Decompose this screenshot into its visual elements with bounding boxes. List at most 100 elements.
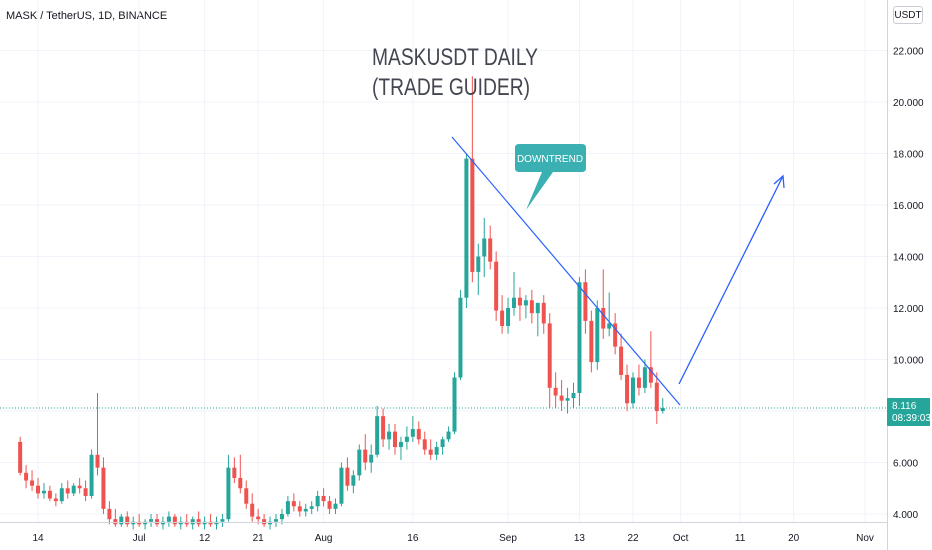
candle-body — [149, 519, 154, 522]
candle — [517, 287, 522, 321]
candle — [619, 333, 624, 381]
candle-body — [190, 519, 195, 525]
candle-body — [470, 158, 475, 272]
downtrend-line[interactable] — [451, 136, 681, 406]
candle — [101, 457, 106, 514]
candle — [208, 514, 213, 527]
candle — [119, 514, 124, 527]
candle — [315, 490, 320, 512]
candle-body — [464, 158, 469, 298]
candle — [24, 465, 29, 489]
candle — [59, 483, 64, 504]
title-line-2: (TRADE GUIDER) — [372, 74, 530, 101]
candle — [297, 501, 302, 517]
candle-body — [589, 320, 594, 363]
candle-body — [601, 308, 606, 329]
x-tick-label: 11 — [735, 533, 746, 544]
candle — [232, 457, 237, 484]
candle-body — [512, 297, 516, 308]
candle-body — [285, 501, 290, 514]
candle-body — [363, 449, 368, 463]
y-tick-label: 6.000 — [893, 459, 918, 470]
y-tick-label: 12.000 — [893, 304, 924, 315]
candle-body — [297, 506, 302, 512]
candle — [589, 310, 594, 373]
candle-body — [422, 439, 427, 450]
grid — [0, 0, 887, 522]
candle-body — [309, 506, 314, 509]
candle-body — [208, 521, 213, 525]
candle-body — [393, 431, 397, 448]
candle-body — [535, 302, 540, 314]
candle — [149, 514, 154, 527]
candle — [571, 382, 576, 409]
projection-arrow[interactable] — [678, 175, 784, 385]
candle — [107, 501, 112, 525]
candle — [482, 217, 487, 278]
x-tick-label: Oct — [673, 533, 689, 544]
drawings: DOWNTREND MASKUSDT DAILY (TRADE GUIDER) — [372, 44, 785, 406]
candle — [375, 405, 380, 458]
candle — [512, 271, 516, 316]
candle-body — [381, 416, 386, 440]
candle-body — [36, 485, 40, 494]
candle-body — [375, 416, 380, 455]
candle — [458, 289, 463, 381]
candle-body — [83, 488, 88, 496]
candle — [89, 449, 94, 499]
candle — [279, 508, 284, 525]
candle — [30, 470, 35, 491]
candle-body — [178, 521, 183, 525]
candle-body — [523, 300, 528, 306]
candle — [464, 153, 469, 308]
candle — [53, 493, 58, 507]
candle — [422, 431, 427, 455]
candle — [77, 477, 82, 494]
candle — [202, 516, 207, 530]
candle-body — [107, 508, 112, 520]
candle — [613, 313, 618, 355]
candle — [220, 514, 225, 527]
candle — [428, 439, 433, 460]
candle — [410, 416, 415, 442]
candle — [196, 511, 201, 527]
candle-body — [232, 467, 237, 478]
candle-body — [440, 439, 445, 448]
candle — [416, 421, 421, 445]
candle — [476, 243, 481, 296]
candle — [184, 514, 189, 527]
candle — [434, 441, 439, 460]
candle-body — [95, 454, 100, 468]
candle — [559, 380, 564, 411]
candle-body — [613, 323, 618, 347]
candle-body — [648, 367, 653, 383]
callout-bubble[interactable] — [515, 144, 586, 210]
candle — [452, 372, 457, 435]
candle-body — [155, 519, 159, 525]
candle-body — [143, 521, 148, 525]
callout-text: DOWNTREND — [517, 154, 583, 165]
y-tick-label: 22.000 — [893, 47, 924, 58]
candle — [506, 297, 511, 334]
candle-body — [315, 495, 320, 507]
candle — [381, 408, 386, 448]
candle-body — [636, 377, 641, 388]
currency-button[interactable]: USDT — [893, 6, 923, 24]
candle-body — [351, 475, 356, 486]
candle — [404, 426, 409, 450]
candle — [393, 423, 397, 455]
candle — [262, 514, 267, 527]
candle-body — [71, 485, 76, 494]
candle — [541, 295, 546, 334]
candle — [95, 392, 100, 476]
candle — [172, 514, 177, 527]
candle — [125, 511, 130, 527]
y-tick-label: 4.000 — [893, 510, 918, 521]
y-tick-label: 18.000 — [893, 150, 924, 161]
x-tick-label: 20 — [788, 533, 800, 544]
candle-body — [607, 323, 612, 329]
symbol-header: MASK / TetherUS, 1D, BINANCE — [6, 10, 168, 22]
candle-body — [339, 467, 344, 504]
candle-body — [250, 503, 255, 517]
